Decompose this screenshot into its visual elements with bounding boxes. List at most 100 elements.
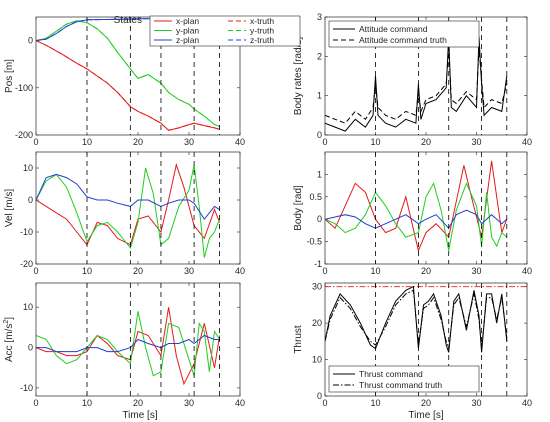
states-legend-label: x-truth — [250, 16, 274, 26]
thrust-y-axis-label: Thrust — [293, 325, 304, 354]
vel-plot-area — [36, 152, 240, 264]
body-rates-y-tick-label: 1 — [317, 91, 322, 101]
thrust-y-tick-label: 0 — [317, 391, 322, 401]
thrust-legend-label: Thrust command truth — [359, 380, 442, 390]
body-rates-x-tick-label: 10 — [370, 137, 380, 147]
vel-y-tick-label: -10 — [20, 227, 33, 237]
acc-y-tick-label: -10 — [20, 383, 33, 393]
states-legend: States x-plan x-truth y-plan y-truth z-plan z… — [114, 15, 301, 47]
body-rates-x-tick-label: 30 — [471, 137, 481, 147]
thrust-legend-box — [328, 365, 480, 393]
thrust-x-tick-label: 40 — [522, 398, 532, 408]
body-series-z — [325, 209, 508, 230]
acc-y-axis-label-suffix: ] — [4, 317, 15, 320]
thrust-x-tick-label: 0 — [322, 398, 327, 408]
vel-y-tick-label: -20 — [20, 259, 33, 269]
thrust-legend-label: Thrust command — [359, 369, 423, 379]
body-y-tick-label: -1 — [314, 259, 322, 269]
body-x-tick-label: 20 — [421, 266, 431, 276]
vel-y-axis-label: Vel [m/s] — [4, 189, 15, 228]
states-legend-label: y-plan — [176, 26, 199, 36]
pos-series-z-truth — [36, 17, 220, 42]
pos-series-y-truth — [36, 20, 220, 127]
acc-series-x — [36, 307, 221, 386]
acc-x-tick-label: 20 — [133, 398, 143, 408]
pos-y-tick-label: 0 — [28, 36, 33, 46]
body-series-y — [325, 182, 508, 251]
vel-x-tick-label: 10 — [82, 266, 92, 276]
pos-axes-frame — [35, 16, 241, 136]
pos-y-axis-label: Pos [m] — [4, 59, 15, 93]
vel-x-tick-label: 20 — [133, 266, 143, 276]
acc-y-tick-label: 10 — [23, 302, 33, 312]
states-legend-label: y-truth — [250, 26, 274, 36]
acc-series-z — [36, 334, 220, 353]
body-rates-y-tick-label: 2 — [317, 51, 322, 61]
vel-y-tick-label: 10 — [23, 163, 33, 173]
body-rates-y-tick-label: 3 — [317, 12, 322, 22]
vel-x-tick-label: 40 — [235, 266, 245, 276]
vel-series-z — [36, 173, 220, 221]
body-rates-x-tick-label: 0 — [322, 137, 327, 147]
vel-y-tick-label: 0 — [28, 195, 33, 205]
states-legend-label: z-truth — [250, 35, 274, 45]
thrust-x-tick-label: 10 — [370, 398, 380, 408]
body-y-tick-label: 1 — [317, 169, 322, 179]
vel-x-tick-label: 0 — [33, 266, 38, 276]
states-legend-box — [149, 15, 301, 47]
thrust-y-tick-label: 30 — [312, 282, 322, 292]
body-rates-axes-frame — [324, 16, 528, 136]
body-x-tick-label: 30 — [471, 266, 481, 276]
vel-axes-frame — [35, 151, 241, 265]
pos-x-tick-label: 10 — [82, 137, 92, 147]
body-rates-x-tick-label: 20 — [421, 137, 431, 147]
body-x-tick-label: 10 — [370, 266, 380, 276]
panel-body-rates: 0 10 20 30 40 0 1 2 3 Body rates [rad/s] Attitude … — [293, 12, 532, 147]
body-rates-x-tick-label: 40 — [522, 137, 532, 147]
pos-y-tick-label: -200 — [15, 130, 33, 140]
thrust-axes-frame — [324, 282, 528, 397]
acc-y-axis-label: Acc [m/s2] — [3, 317, 15, 362]
states-legend-title: States — [114, 15, 142, 26]
body-y-axis-label: Body [rad] — [293, 185, 304, 231]
body-rates-y-tick-label: 0 — [317, 130, 322, 140]
acc-x-tick-label: 40 — [235, 398, 245, 408]
panel-body: 0 10 20 30 40 -1 -0.5 0 0.5 1 Body [rad] — [293, 151, 532, 276]
thrust-y-tick-label: 10 — [312, 355, 322, 365]
panel-thrust: 0 10 20 30 40 0 10 20 30 Thrust Thrust commandThru… — [293, 282, 532, 408]
vel-series-x — [36, 162, 221, 246]
vel-series-y — [36, 164, 221, 258]
states-legend-label: x-plan — [176, 16, 199, 26]
pos-series-x-truth — [36, 40, 220, 131]
body-rates-y-axis-label: Body rates [rad/s] — [293, 37, 304, 116]
body-rates-legend-box — [328, 20, 480, 48]
acc-x-tick-label: 10 — [82, 398, 92, 408]
thrust-x-tick-label: 30 — [471, 398, 481, 408]
acc-axes-frame — [35, 282, 241, 397]
acc-y-tick-label: 0 — [28, 343, 33, 353]
body-x-tick-label: 40 — [522, 266, 532, 276]
x-axis-label-right: Time [s] — [408, 410, 443, 421]
vel-x-tick-label: 30 — [184, 266, 194, 276]
pos-y-tick-label: -100 — [15, 83, 33, 93]
body-plot-area — [325, 152, 527, 264]
panel-vel: 0 10 20 30 40 -20 -10 0 10 Vel [m/s] — [4, 151, 245, 276]
body-x-tick-label: 0 — [322, 266, 327, 276]
body-rates-legend-label: Attitude command — [359, 24, 428, 34]
pos-x-tick-label: 20 — [133, 137, 143, 147]
acc-x-tick-label: 30 — [184, 398, 194, 408]
acc-series-y — [36, 311, 221, 377]
acc-y-axis-label-superscript: 2 — [3, 320, 10, 324]
body-rates-series-attitude-command-truth — [325, 48, 508, 124]
body-axes-frame — [324, 151, 528, 265]
body-y-tick-label: 0 — [317, 214, 322, 224]
pos-x-tick-label: 0 — [33, 137, 38, 147]
thrust-y-tick-label: 20 — [312, 318, 322, 328]
body-rates-legend-label: Attitude command truth — [359, 35, 447, 45]
thrust-x-tick-label: 20 — [421, 398, 431, 408]
pos-x-tick-label: 40 — [235, 137, 245, 147]
states-legend-label: z-plan — [176, 35, 199, 45]
x-axis-label-left: Time [s] — [122, 410, 157, 421]
